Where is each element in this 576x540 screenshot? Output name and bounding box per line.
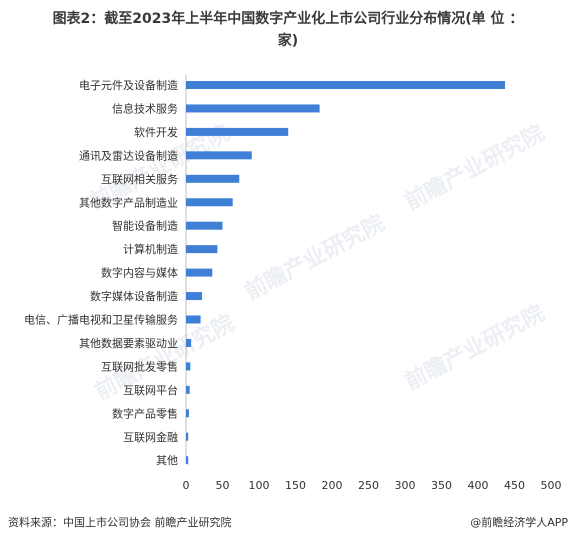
- watermark-2: 前瞻产业研究院: [241, 210, 389, 305]
- x-tick-label-9: 400: [468, 479, 489, 492]
- bar-11: [186, 315, 201, 324]
- category-label-9: 数字内容与媒体: [101, 266, 178, 280]
- category-label-13: 互联网批发零售: [101, 359, 178, 373]
- watermark-4: 前瞻产业研究院: [401, 300, 549, 395]
- bar-1: [186, 81, 506, 89]
- category-label-8: 计算机制造: [123, 242, 178, 256]
- category-label-14: 互联网平台: [123, 383, 178, 397]
- category-label-12: 其他数据要素驱动业: [79, 336, 178, 350]
- category-label-10: 数字媒体设备制造: [90, 289, 178, 303]
- category-label-1: 电子元件及设备制造: [79, 78, 178, 92]
- category-label-17: 其他: [156, 454, 178, 467]
- brand-credit: @前瞻经济学人APP: [470, 516, 568, 529]
- chart-title-line2: 家): [277, 33, 299, 49]
- source-note: 资料来源：中国上市公司协会 前瞻产业研究院: [8, 516, 232, 529]
- bar-7: [186, 221, 223, 230]
- x-tick-label-7: 300: [395, 479, 416, 492]
- bar-10: [186, 292, 203, 301]
- bar-2: [186, 104, 320, 113]
- footer: 资料来源：中国上市公司协会 前瞻产业研究院 @前瞻经济学人APP: [8, 510, 568, 532]
- bar-13: [186, 362, 191, 371]
- x-tick-label-10: 450: [504, 479, 525, 492]
- category-label-2: 信息技术服务: [112, 101, 178, 115]
- category-label-15: 数字产品零售: [112, 406, 178, 420]
- category-label-7: 智能设备制造: [112, 219, 178, 233]
- x-tick-label-4: 150: [285, 479, 306, 492]
- x-tick-label-3: 100: [249, 479, 270, 492]
- x-tick-label-11: 500: [541, 479, 562, 492]
- bar-6: [186, 198, 233, 207]
- bar-17: [186, 456, 189, 465]
- bar-16: [186, 432, 189, 441]
- bar-9: [186, 268, 213, 277]
- watermark-3: 前瞻产业研究院: [401, 120, 549, 215]
- chart-title: 图表2：截至2023年上半年中国数字产业化上市公司行业分布情况(单 位 ： 家): [8, 8, 568, 52]
- x-tick-label-5: 200: [322, 479, 343, 492]
- bar-8: [186, 245, 218, 254]
- chart-title-line1: 图表2：截至2023年上半年中国数字产业化上市公司行业分布情况(单 位 ：: [52, 11, 524, 27]
- bar-3: [186, 127, 289, 136]
- bar-5: [186, 174, 240, 183]
- x-tick-label-1: 0: [183, 479, 190, 492]
- bar-15: [186, 409, 189, 418]
- x-tick-label-6: 250: [358, 479, 379, 492]
- category-label-11: 电信、广播电视和卫星传输服务: [24, 313, 178, 327]
- category-label-4: 通讯及雷达设备制造: [79, 148, 178, 162]
- category-label-5: 互联网相关服务: [101, 172, 178, 186]
- bar-12: [186, 338, 192, 347]
- bar-4: [186, 151, 252, 160]
- x-tick-label-8: 350: [431, 479, 452, 492]
- bar-14: [186, 385, 190, 394]
- category-label-16: 互联网金融: [123, 430, 178, 444]
- category-label-3: 软件开发: [134, 125, 178, 139]
- category-label-6: 其他数字产品制造业: [79, 195, 178, 209]
- x-tick-label-2: 50: [216, 479, 230, 492]
